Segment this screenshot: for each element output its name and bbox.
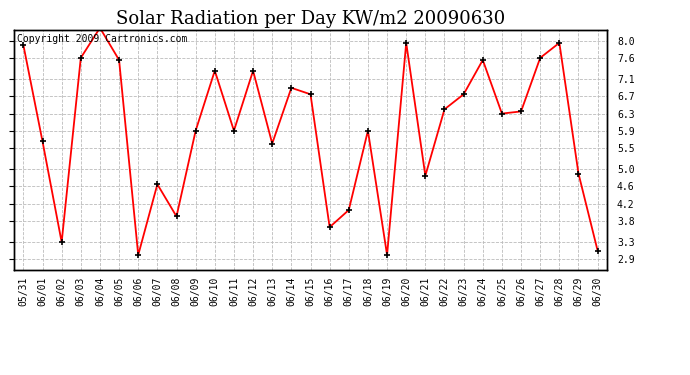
Text: Copyright 2009 Cartronics.com: Copyright 2009 Cartronics.com: [17, 34, 187, 44]
Title: Solar Radiation per Day KW/m2 20090630: Solar Radiation per Day KW/m2 20090630: [116, 10, 505, 28]
